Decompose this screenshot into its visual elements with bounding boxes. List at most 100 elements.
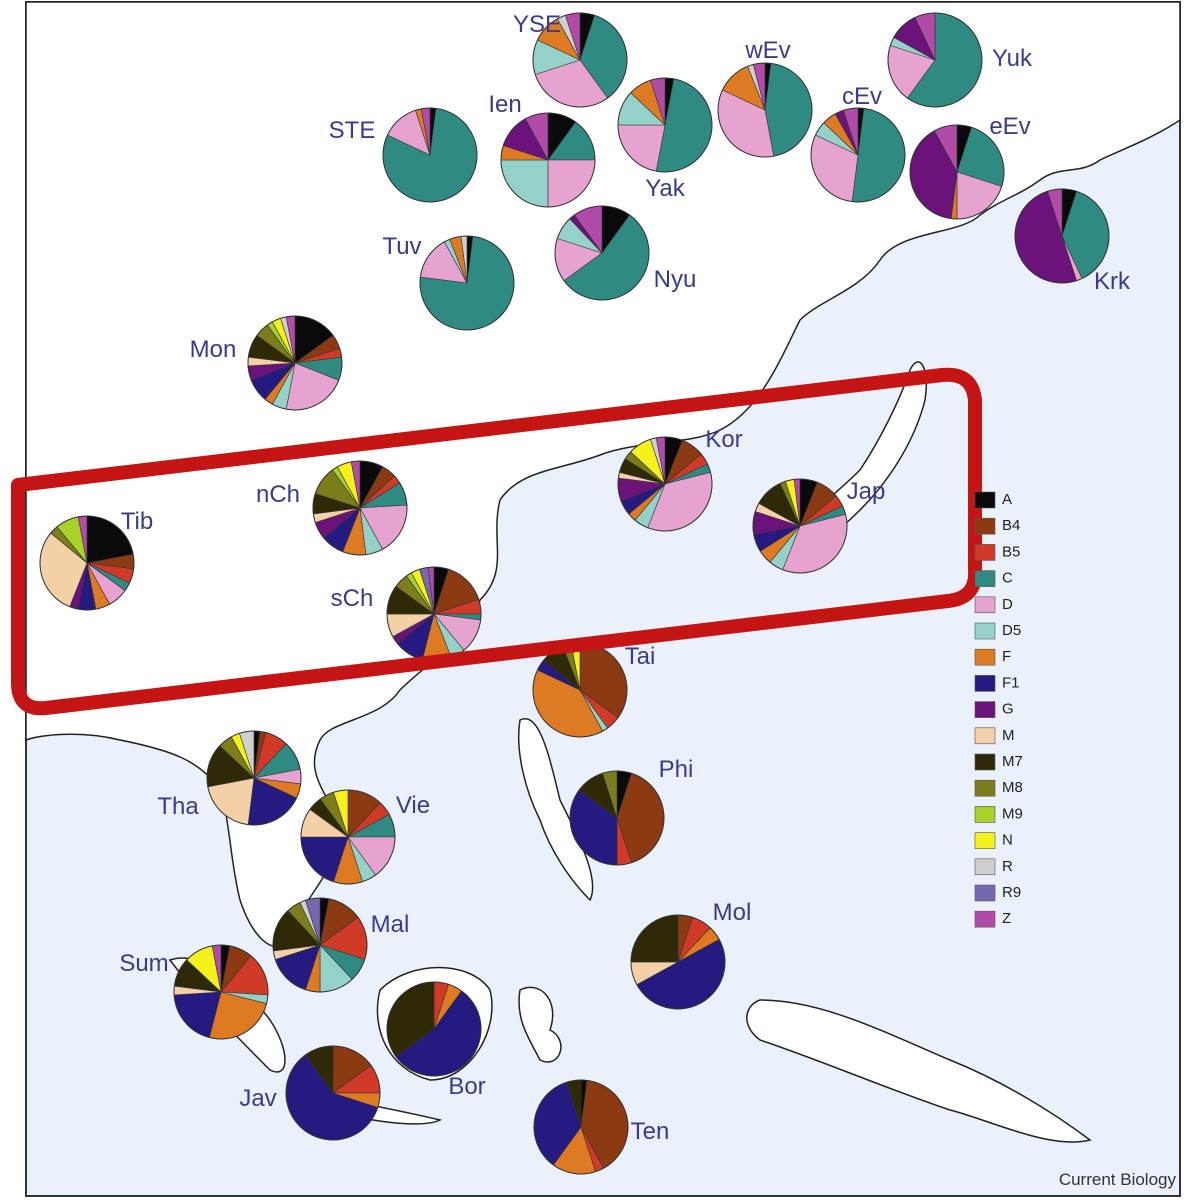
- pie: Nyu: [554, 205, 697, 301]
- highlight-box: [11, 367, 983, 716]
- new-guinea: [746, 999, 1092, 1143]
- pie-outline: [810, 107, 906, 203]
- pie: Sum: [119, 944, 269, 1040]
- pie: Yuk: [887, 12, 1033, 108]
- population-label: Mol: [713, 899, 752, 926]
- population-label: Ten: [631, 1118, 670, 1145]
- population-label: Tha: [157, 793, 199, 820]
- pie-outline: [887, 12, 983, 108]
- legend-label: D5: [1002, 622, 1021, 639]
- population-label: Krk: [1094, 268, 1131, 295]
- legend-swatch: [974, 753, 996, 771]
- pie: sCh: [331, 566, 482, 662]
- legend-swatch: [974, 517, 996, 535]
- pie: Krk: [1014, 188, 1131, 295]
- pie: Yak: [617, 77, 713, 202]
- pie: wEv: [717, 37, 813, 158]
- pie: Phi: [569, 756, 694, 866]
- legend-swatch: [974, 884, 996, 902]
- population-label: Nyu: [654, 266, 697, 293]
- population-label: nCh: [256, 481, 300, 508]
- legend-swatch: [974, 544, 996, 561]
- legend-swatch: [974, 858, 996, 876]
- pie-outline: [419, 235, 515, 331]
- population-label: Kor: [705, 426, 742, 453]
- legend-label: F1: [1002, 674, 1020, 691]
- pie-outline: [569, 770, 665, 866]
- legend-label: A: [1002, 491, 1012, 508]
- legend-label: D: [1002, 596, 1013, 613]
- pie: Mol: [630, 899, 752, 1010]
- population-label: Tib: [121, 508, 153, 535]
- pie-outline: [272, 897, 368, 993]
- population-label: Jav: [239, 1085, 276, 1112]
- pie-outline: [630, 914, 726, 1010]
- legend-label: B4: [1002, 517, 1020, 534]
- pie: nCh: [256, 460, 408, 556]
- pie: eEv: [909, 113, 1031, 220]
- pie-outline: [300, 789, 396, 885]
- legend-label: C: [1002, 570, 1013, 587]
- population-label: STE: [329, 117, 376, 144]
- population-label: Sum: [119, 950, 168, 977]
- pie-outline: [617, 436, 713, 532]
- legend-label: R: [1002, 858, 1013, 875]
- pie-outline: [206, 730, 302, 826]
- population-label: eEv: [989, 113, 1030, 140]
- population-label: Tai: [625, 643, 656, 670]
- legend-swatch: [974, 648, 996, 666]
- pie-outline: [909, 124, 1005, 220]
- pie-outline: [312, 460, 408, 556]
- legend-swatch: [974, 622, 996, 640]
- legend-swatch: [974, 910, 996, 928]
- legend-swatch: [974, 806, 996, 823]
- pie: Ien: [488, 91, 596, 208]
- population-label: YSE: [513, 11, 561, 38]
- pie: Jav: [239, 1045, 381, 1141]
- pie: Tib: [39, 508, 153, 611]
- population-label: Yak: [645, 175, 686, 202]
- legend-swatch: [974, 727, 996, 745]
- legend-label: N: [1002, 832, 1013, 849]
- pie: Mal: [272, 897, 409, 993]
- pie-outline: [1014, 188, 1110, 284]
- pie-outline: [532, 12, 628, 108]
- pie: Tuv: [382, 233, 515, 331]
- pie-outline: [533, 1079, 629, 1175]
- pie: Kor: [617, 426, 743, 532]
- legend-swatch: [974, 491, 996, 509]
- population-label: wEv: [744, 37, 790, 64]
- population-label: cEv: [842, 83, 882, 110]
- pie: Vie: [300, 789, 430, 885]
- legend-swatch: [974, 596, 996, 614]
- pie-outline: [173, 944, 269, 1040]
- legend-label: G: [1002, 701, 1014, 718]
- legend-label: Z: [1002, 910, 1011, 927]
- population-label: Ien: [488, 91, 521, 118]
- pie-outline: [717, 62, 813, 158]
- population-label: Phi: [659, 756, 694, 783]
- population-label: Vie: [396, 792, 430, 819]
- population-label: sCh: [331, 585, 374, 612]
- pie: cEv: [810, 83, 906, 203]
- pie-outline: [554, 205, 650, 301]
- legend-label: M: [1002, 727, 1015, 744]
- pie: Jap: [752, 478, 886, 574]
- pie-outline: [285, 1045, 381, 1141]
- credit: Current Biology: [1059, 1170, 1177, 1189]
- population-label: Bor: [448, 1073, 485, 1100]
- pie: Tai: [532, 642, 656, 738]
- legend-swatch: [974, 779, 996, 797]
- population-label: Yuk: [992, 45, 1033, 72]
- pie-outline: [500, 112, 596, 208]
- pie: Mon: [190, 315, 343, 411]
- legend-label: R9: [1002, 884, 1021, 901]
- population-label: Jap: [847, 478, 886, 505]
- philippines: [517, 717, 594, 902]
- legend-label: M9: [1002, 805, 1023, 822]
- legend-swatch: [974, 570, 996, 587]
- pie-outline: [617, 77, 713, 173]
- legend-label: B5: [1002, 543, 1020, 560]
- pie: Ten: [533, 1079, 670, 1175]
